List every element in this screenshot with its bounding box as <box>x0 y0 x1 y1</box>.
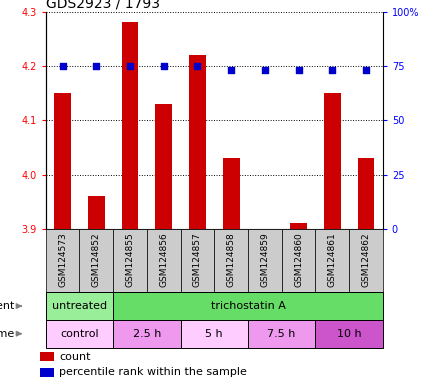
Text: 10 h: 10 h <box>336 329 361 339</box>
Bar <box>357 158 374 229</box>
Bar <box>323 93 340 229</box>
Text: trichostatin A: trichostatin A <box>210 301 285 311</box>
Bar <box>113 320 180 348</box>
Text: untreated: untreated <box>52 301 107 311</box>
Point <box>194 63 201 69</box>
Point <box>92 63 99 69</box>
Bar <box>315 229 349 292</box>
Point <box>160 63 167 69</box>
Bar <box>113 292 382 320</box>
Text: GDS2923 / 1793: GDS2923 / 1793 <box>46 0 159 10</box>
Bar <box>180 229 214 292</box>
Bar <box>315 320 382 348</box>
Bar <box>155 104 172 229</box>
Bar <box>180 320 247 348</box>
Bar <box>46 292 113 320</box>
Bar <box>247 229 281 292</box>
Text: GSM124856: GSM124856 <box>159 232 168 287</box>
Text: count: count <box>59 352 91 362</box>
Bar <box>113 229 146 292</box>
Text: time: time <box>0 329 15 339</box>
Bar <box>281 229 315 292</box>
Bar <box>54 93 71 229</box>
Bar <box>214 229 247 292</box>
Text: GSM124858: GSM124858 <box>226 232 235 287</box>
Point <box>59 63 66 69</box>
Text: 5 h: 5 h <box>205 329 223 339</box>
Bar <box>46 320 113 348</box>
Text: GSM124852: GSM124852 <box>92 232 101 287</box>
Bar <box>40 352 53 361</box>
Text: 7.5 h: 7.5 h <box>267 329 295 339</box>
Text: GSM124855: GSM124855 <box>125 232 134 287</box>
Bar <box>40 368 53 377</box>
Bar <box>147 229 180 292</box>
Text: GSM124857: GSM124857 <box>192 232 201 287</box>
Text: control: control <box>60 329 99 339</box>
Text: 2.5 h: 2.5 h <box>132 329 161 339</box>
Point <box>328 67 335 73</box>
Bar <box>88 196 105 229</box>
Point <box>126 63 133 69</box>
Text: GSM124860: GSM124860 <box>293 232 302 287</box>
Text: GSM124861: GSM124861 <box>327 232 336 287</box>
Bar <box>222 158 239 229</box>
Bar <box>247 320 315 348</box>
Point <box>261 67 268 73</box>
Text: GSM124862: GSM124862 <box>361 232 370 287</box>
Bar <box>79 229 113 292</box>
Bar <box>121 22 138 229</box>
Point <box>362 67 368 73</box>
Bar <box>46 229 79 292</box>
Point <box>227 67 234 73</box>
Text: percentile rank within the sample: percentile rank within the sample <box>59 367 247 377</box>
Text: GSM124859: GSM124859 <box>260 232 269 287</box>
Text: GSM124573: GSM124573 <box>58 232 67 287</box>
Bar <box>349 229 382 292</box>
Point <box>294 67 301 73</box>
Bar <box>188 55 205 229</box>
Text: agent: agent <box>0 301 15 311</box>
Bar <box>289 223 306 229</box>
